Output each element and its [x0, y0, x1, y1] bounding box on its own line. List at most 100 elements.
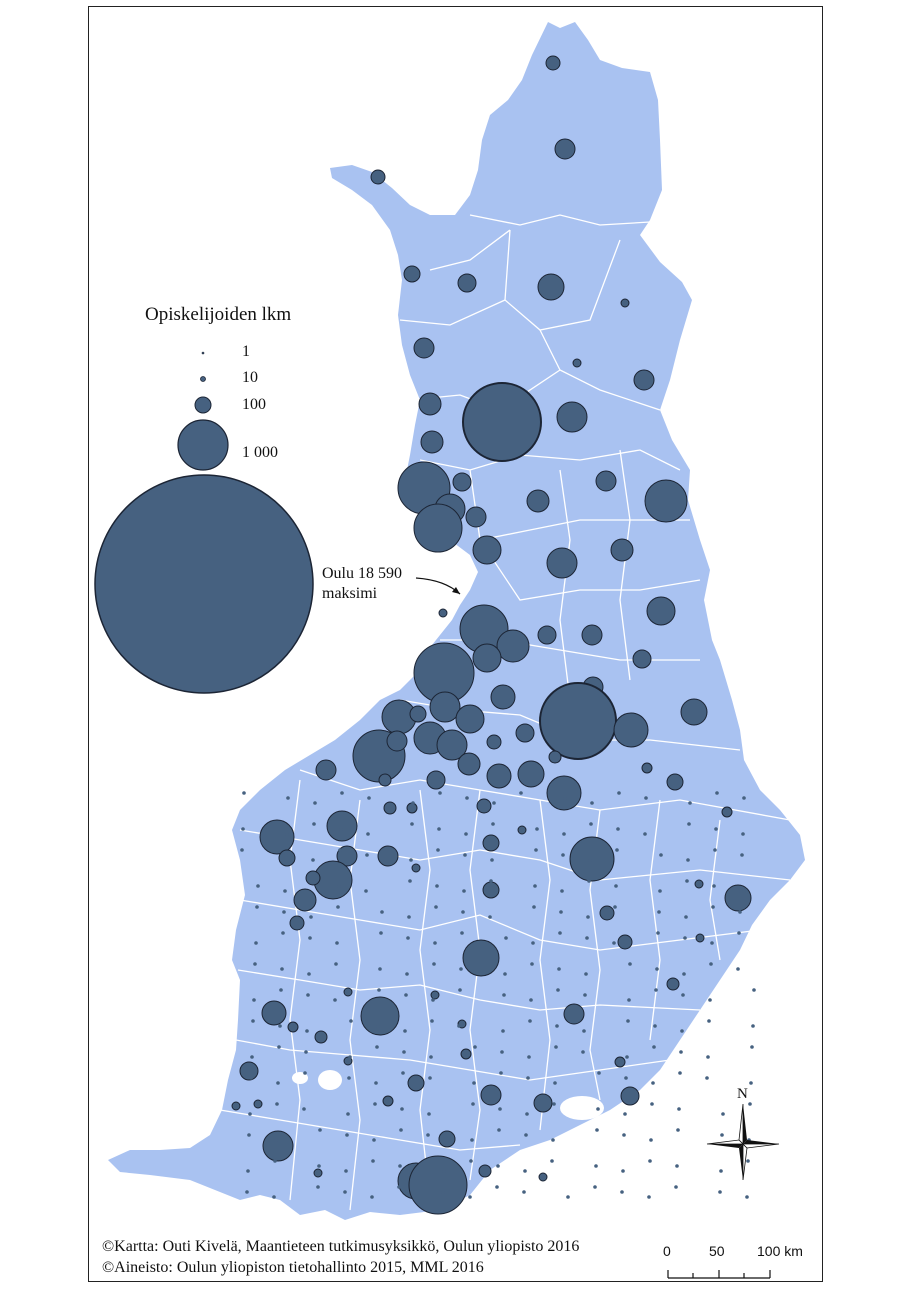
municipality-symbol-small [588, 858, 592, 862]
municipality-symbol-small [364, 889, 368, 893]
municipality-symbol-small [339, 827, 343, 831]
municipality-symbol-small [312, 822, 316, 826]
municipality-symbol-small [583, 993, 587, 997]
municipality-symbol-small [401, 1071, 405, 1075]
municipality-symbol [382, 1095, 394, 1107]
municipality-symbol-small [410, 822, 414, 826]
municipality-symbol-small [302, 1107, 306, 1111]
municipality-symbol-small [432, 962, 436, 966]
municipality-symbol [378, 773, 392, 787]
municipality-symbol-small [375, 1045, 379, 1049]
proportional-symbols [231, 55, 756, 1215]
municipality-symbol-small [582, 1029, 586, 1033]
municipality-symbol-small [240, 848, 244, 852]
municipality-symbol-small [655, 967, 659, 971]
municipality-symbol [646, 596, 676, 626]
municipality-symbol-small [441, 1190, 445, 1194]
municipality-symbol-small [338, 848, 342, 852]
municipality-symbol [666, 977, 680, 991]
municipality-symbol-small [489, 879, 493, 883]
municipality-symbol [472, 535, 502, 565]
municipality-symbol-small [721, 1112, 725, 1116]
municipality-symbol [407, 1074, 425, 1092]
municipality-symbol-small [442, 1169, 446, 1173]
municipality-symbol-small [590, 801, 594, 805]
municipality-symbol [429, 691, 461, 723]
municipality-symbol-small [340, 791, 344, 795]
municipality-symbol-small [372, 1138, 376, 1142]
municipality-symbol-small [251, 1019, 255, 1023]
municipality-symbol [452, 472, 472, 492]
municipality-symbol-small [499, 1071, 503, 1075]
municipality-symbol-small [737, 931, 741, 935]
municipality-symbol-small [437, 827, 441, 831]
municipality-symbol-small [648, 1159, 652, 1163]
municipality-symbol-small [523, 1169, 527, 1173]
municipality-symbol-small [469, 1159, 473, 1163]
municipality-symbol [721, 806, 733, 818]
municipality-symbol-small [471, 1102, 475, 1106]
municipality-symbol-small [311, 858, 315, 862]
municipality-symbol-small [684, 915, 688, 919]
municipality-symbol-small [649, 1138, 653, 1142]
municipality-symbol [537, 625, 557, 645]
municipality-symbol [537, 273, 565, 301]
municipality-symbol-small [714, 827, 718, 831]
municipality-symbol [554, 138, 576, 160]
municipality-symbol [413, 337, 435, 359]
municipality-symbol [620, 298, 630, 308]
municipality-symbol-small [491, 822, 495, 826]
municipality-symbol [644, 479, 688, 523]
municipality-symbol-small [280, 967, 284, 971]
municipality-symbol-small [366, 832, 370, 836]
municipality-symbol-small [433, 941, 437, 945]
municipality-symbol-small [462, 889, 466, 893]
municipality-symbol [462, 939, 500, 977]
municipality-symbol-small [742, 796, 746, 800]
municipality-symbol-small [371, 1159, 375, 1163]
legend-symbol-100 [194, 396, 212, 414]
municipality-symbol-small [436, 848, 440, 852]
municipality-symbol-small [715, 791, 719, 795]
municipality-symbol-small [286, 796, 290, 800]
municipality-symbol-small [566, 1195, 570, 1199]
municipality-symbol [259, 819, 295, 855]
municipality-symbol-small [472, 1081, 476, 1085]
legend-symbol-10 [200, 376, 206, 382]
municipality-symbol [383, 801, 397, 815]
municipality-symbol-small [739, 889, 743, 893]
municipality-symbol-small [497, 1128, 501, 1132]
municipality-symbol-small [495, 1185, 499, 1189]
municipality-symbol-small [245, 1190, 249, 1194]
municipality-symbol-small [656, 931, 660, 935]
municipality-symbol-small [643, 832, 647, 836]
municipality-symbol [278, 849, 296, 867]
municipality-symbol-small [254, 941, 258, 945]
municipality-symbol [548, 750, 562, 764]
municipality-symbol-small [597, 1071, 601, 1075]
municipality-symbol-small [411, 801, 415, 805]
municipality-symbol-small [676, 1128, 680, 1132]
municipality-symbol [610, 538, 634, 562]
municipality-symbol-small [535, 827, 539, 831]
municipality-symbol-small [346, 1112, 350, 1116]
municipality-symbol-small [284, 853, 288, 857]
municipality-symbol-small [403, 1029, 407, 1033]
legend-symbols [94, 351, 314, 694]
municipality-symbol-small [370, 1195, 374, 1199]
municipality-symbol-small [334, 962, 338, 966]
municipality-symbol-small [283, 889, 287, 893]
municipality-symbol-small [680, 1029, 684, 1033]
municipality-symbol [482, 834, 500, 852]
compass-rose-icon [706, 1103, 780, 1181]
municipality-symbol-small [614, 884, 618, 888]
max-annotation: Oulu 18 590 maksimi [322, 564, 402, 604]
municipality-symbol-small [531, 941, 535, 945]
municipality-symbol-small [309, 915, 313, 919]
municipality-symbol-small [529, 998, 533, 1002]
municipality-symbol-small [593, 1185, 597, 1189]
municipality-symbol-small [277, 1045, 281, 1049]
municipality-symbol-small [503, 972, 507, 976]
municipality-symbol-small [306, 993, 310, 997]
